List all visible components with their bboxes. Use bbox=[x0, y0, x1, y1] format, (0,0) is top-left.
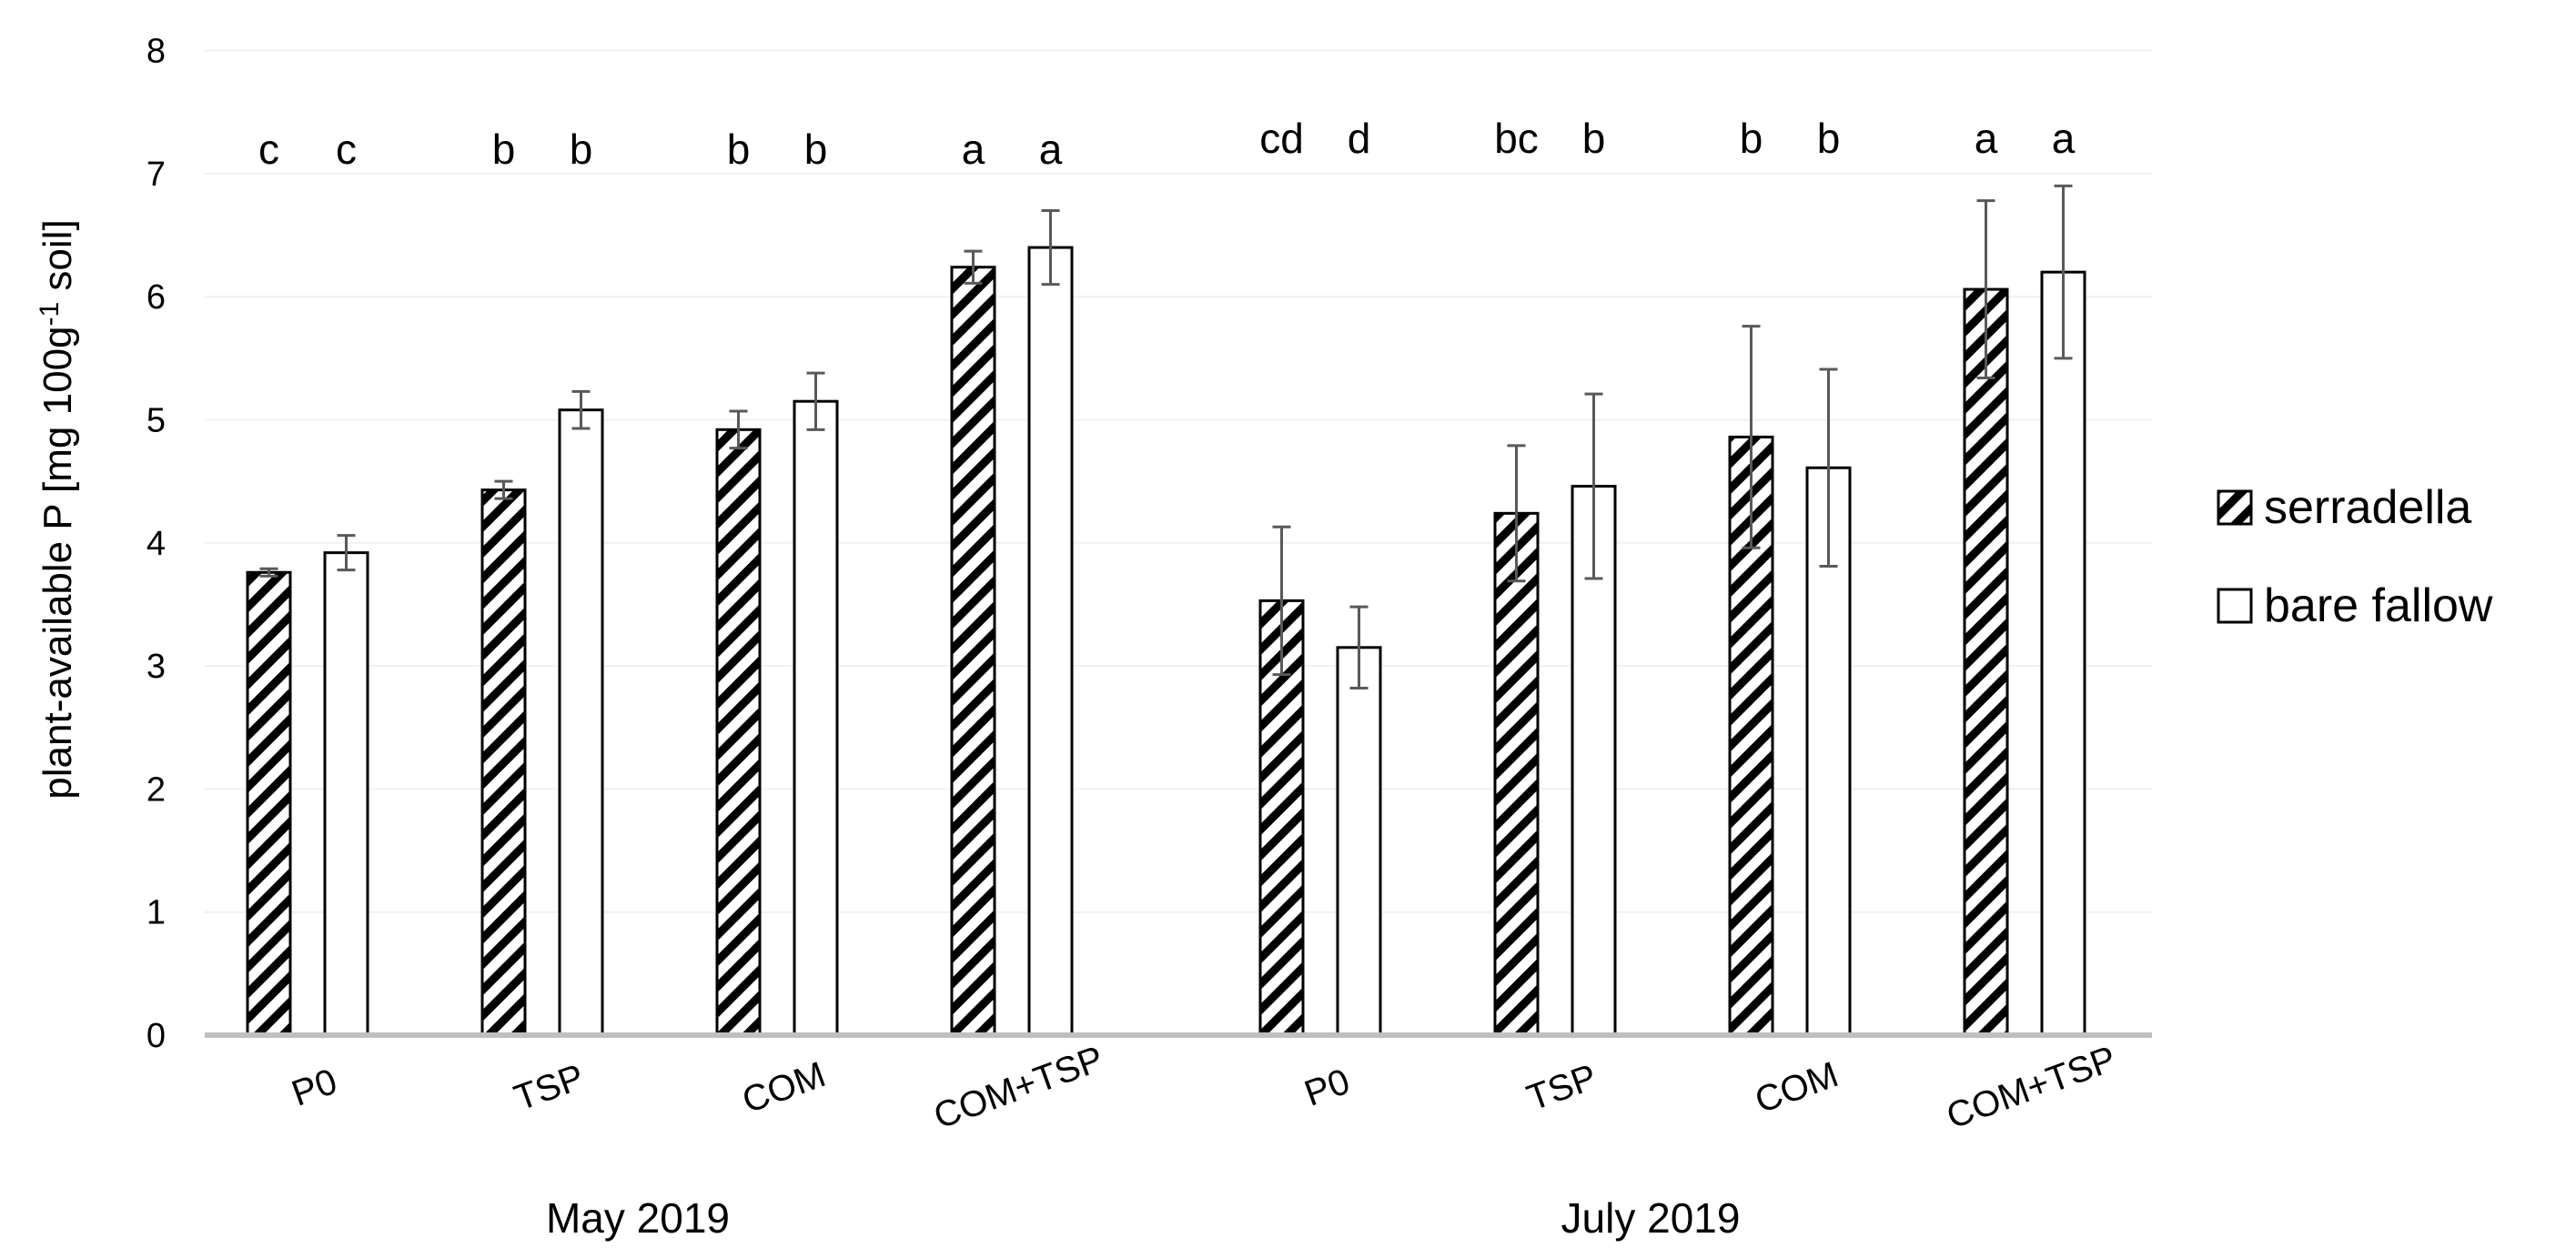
legend: serradella bare fallow bbox=[2217, 481, 2493, 632]
legend-swatch-empty bbox=[2217, 588, 2253, 624]
bar-bare-fallow-P0 bbox=[1336, 646, 1382, 1037]
y-tick-label: 4 bbox=[146, 525, 166, 563]
bar-serradella-TSP bbox=[480, 488, 527, 1037]
legend-item-serradella: serradella bbox=[2217, 481, 2471, 534]
legend-label-serradella: serradella bbox=[2264, 481, 2471, 534]
x-category-label: TSP bbox=[509, 1057, 589, 1119]
x-category-label: COM+TSP bbox=[1942, 1039, 2122, 1137]
y-axis-label: plant-available P [mg 100g-1 soil] bbox=[35, 219, 80, 799]
y-tick-label: 8 bbox=[146, 33, 166, 71]
significance-letter: a bbox=[1975, 115, 1998, 162]
bar-bare-fallow-COM bbox=[793, 399, 839, 1037]
legend-swatch-hatched bbox=[2217, 489, 2253, 526]
x-category-label: COM bbox=[1750, 1054, 1844, 1121]
error-bars bbox=[259, 184, 2073, 689]
significance-letter: a bbox=[962, 126, 985, 173]
significance-letter: c bbox=[336, 126, 357, 173]
significance-letter: d bbox=[1348, 115, 1371, 162]
y-tick-label: 0 bbox=[146, 1017, 166, 1055]
bar-bare-fallow-COMplusTSP bbox=[2040, 270, 2086, 1037]
x-category-label: P0 bbox=[1299, 1062, 1355, 1114]
gridlines bbox=[205, 49, 2152, 913]
bar-serradella-TSP bbox=[1493, 511, 1540, 1037]
significance-letter: b bbox=[1582, 115, 1606, 162]
y-tick-label: 3 bbox=[146, 648, 166, 686]
x-category-label: TSP bbox=[1521, 1057, 1601, 1119]
y-tick-label: 6 bbox=[146, 278, 166, 317]
significance-letter: a bbox=[1039, 126, 1063, 173]
legend-item-bare-fallow: bare fallow bbox=[2217, 579, 2493, 632]
x-group-label: May 2019 bbox=[546, 1194, 730, 1242]
significance-letter: bc bbox=[1494, 115, 1539, 162]
y-tick-label: 2 bbox=[146, 770, 166, 809]
significance-letters: c c b b b b a a cd d bc b b b a a bbox=[258, 115, 2076, 173]
x-category-label: P0 bbox=[287, 1062, 342, 1114]
y-tick-label: 1 bbox=[146, 894, 166, 932]
x-category-label: COM+TSP bbox=[929, 1039, 1109, 1137]
y-tick-label: 5 bbox=[146, 402, 166, 440]
significance-letter: c bbox=[258, 126, 279, 173]
legend-label-bare-fallow: bare fallow bbox=[2264, 579, 2493, 632]
bar-bare-fallow-P0 bbox=[323, 551, 369, 1037]
significance-letter: b bbox=[492, 126, 516, 173]
x-category-label: COM bbox=[737, 1054, 831, 1121]
significance-letter: cd bbox=[1259, 115, 1304, 162]
bars bbox=[246, 246, 2086, 1037]
x-axis-category-labels: P0 TSP COM COM+TSP May 2019 P0 TSP COM COM+TSP Ju… bbox=[287, 1039, 2121, 1242]
significance-letter: b bbox=[804, 126, 828, 173]
significance-letter: a bbox=[2052, 115, 2076, 162]
significance-letter: b bbox=[1740, 115, 1763, 162]
y-tick-label: 7 bbox=[146, 156, 166, 194]
significance-letter: b bbox=[1817, 115, 1841, 162]
significance-letter: b bbox=[570, 126, 593, 173]
x-group-label: July 2019 bbox=[1561, 1194, 1741, 1242]
bar-serradella-COMplusTSP bbox=[950, 266, 996, 1037]
significance-letter: b bbox=[727, 126, 751, 173]
bar-serradella-P0 bbox=[246, 570, 292, 1037]
bar-serradella-COMplusTSP bbox=[1963, 287, 2009, 1037]
bar-serradella-COM bbox=[715, 428, 762, 1037]
y-axis-ticks: 0 1 2 3 4 5 6 7 8 bbox=[146, 33, 166, 1055]
bar-bare-fallow-COMplusTSP bbox=[1027, 246, 1074, 1037]
bar-bare-fallow-TSP bbox=[558, 408, 604, 1037]
